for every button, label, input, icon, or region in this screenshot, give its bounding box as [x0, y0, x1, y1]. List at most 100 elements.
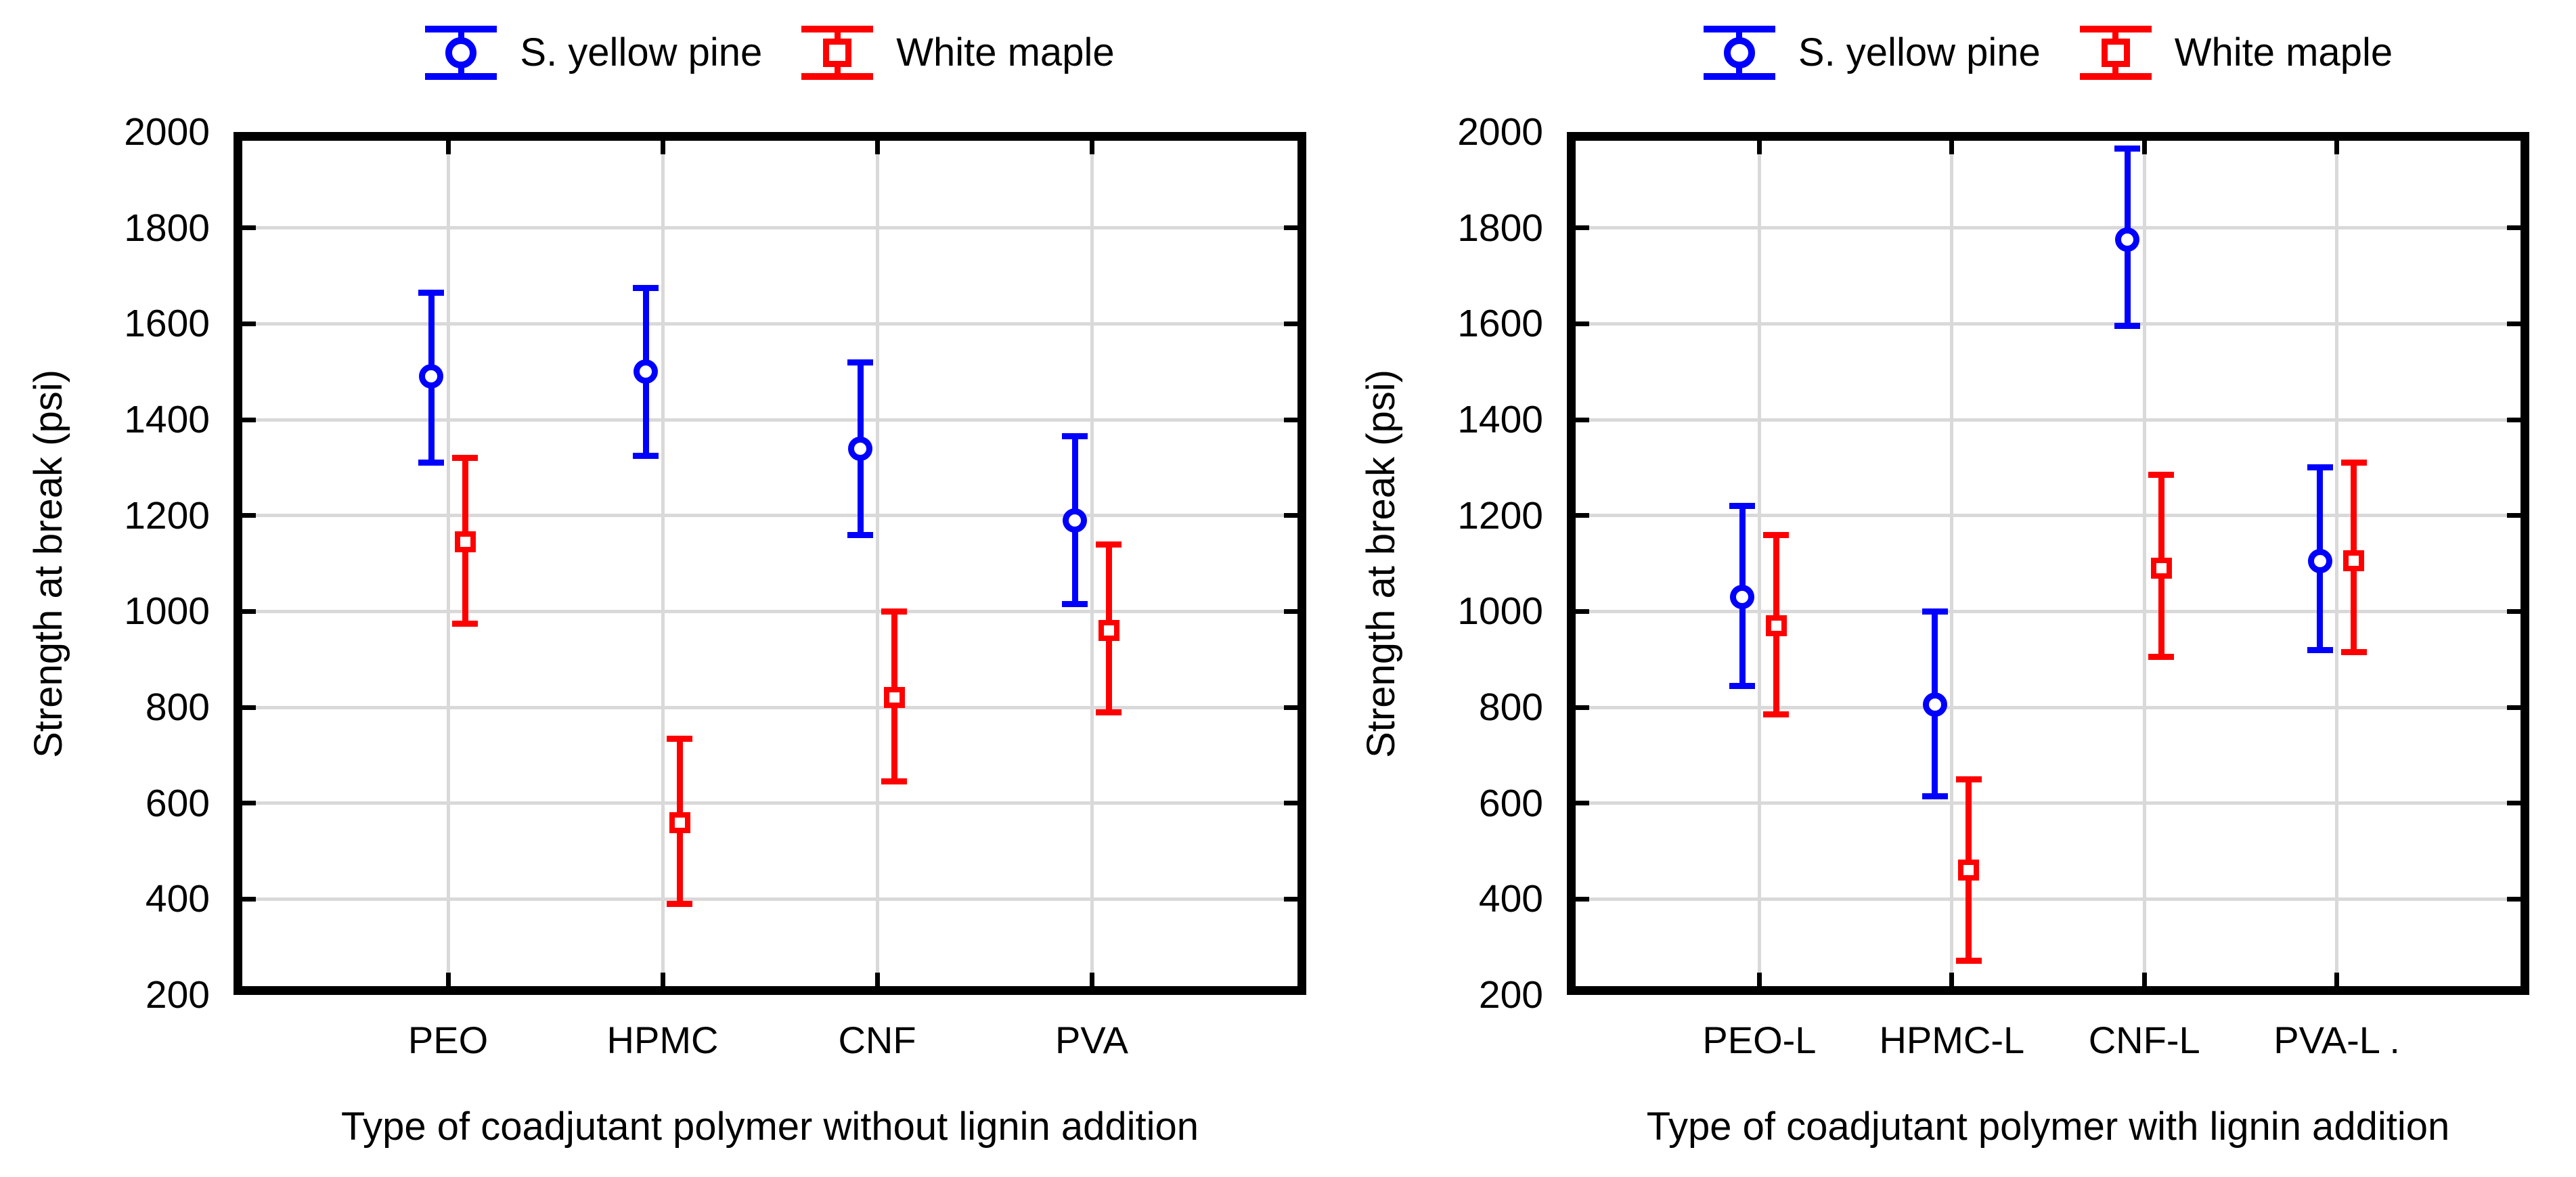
error-bar-cap-bottom-maple-cnf: [881, 778, 907, 785]
legend-item-maple: White maple: [2079, 26, 2393, 80]
legend-symbol-cap-bottom: [1703, 73, 1775, 80]
x-category-label: PEO-L: [1702, 1019, 1817, 1061]
error-bar-cap-bottom-maple-peo: [452, 620, 478, 627]
y-axis-title: Strength at break (psi): [1359, 369, 1403, 758]
x-tick-bottom: [1949, 973, 1955, 986]
marker-square-maple-cnf: [883, 687, 905, 709]
y-tick-left: [242, 801, 256, 806]
y-tick-right: [2507, 801, 2521, 806]
marker-circle-pine-peo: [419, 364, 443, 389]
y-tick-label: 800: [145, 686, 210, 729]
marker-circle-pine-cnf: [848, 436, 872, 461]
y-tick-right: [2507, 513, 2521, 518]
v-gridline: [446, 141, 450, 986]
error-bar-cap-top-maple-pva: [1096, 541, 1122, 548]
error-bar-cap-top-pine-peol: [1729, 503, 1756, 509]
errorbar-square-icon: [801, 26, 874, 80]
y-tick-label: 1600: [1457, 302, 1543, 346]
h-gridline: [1576, 226, 2521, 230]
legend-item-maple: White maple: [801, 26, 1115, 80]
legend: S. yellow pine White maple: [234, 20, 1306, 85]
error-bar-cap-top-maple-cnfl: [2148, 471, 2175, 478]
x-category-label: CNF-L: [2088, 1019, 2200, 1061]
error-bar-cap-top-maple-peo: [452, 455, 478, 462]
y-tick-right: [2507, 321, 2521, 326]
y-tick-right: [2507, 608, 2521, 614]
legend-label: White maple: [2174, 30, 2393, 74]
h-gridline: [242, 418, 1297, 422]
y-tick-label: 1800: [124, 206, 210, 250]
legend-symbol-cap-bottom: [425, 73, 497, 80]
y-tick-label: 1200: [1457, 493, 1543, 537]
y-tick-left: [242, 896, 256, 902]
y-tick-label: 400: [1478, 877, 1543, 921]
h-gridline: [1576, 705, 2521, 709]
error-bar-cap-top-pine-pva: [1062, 433, 1088, 440]
y-tick-left: [1576, 321, 1589, 326]
y-tick-right: [2507, 225, 2521, 231]
x-tick-top: [2141, 141, 2147, 154]
error-bar-cap-top-maple-pval: [2340, 460, 2367, 466]
x-category-label: PVA-L .: [2273, 1019, 2400, 1061]
v-gridline: [875, 141, 879, 986]
v-gridline: [1090, 141, 1094, 986]
error-bar-cap-bottom-pine-hpmcl: [1922, 793, 1948, 799]
y-tick-right: [1284, 705, 1297, 710]
legend-label: S. yellow pine: [1798, 30, 2041, 74]
error-bar-cap-bottom-maple-hpmc: [667, 900, 692, 907]
error-bar-cap-bottom-pine-cnfl: [2114, 323, 2141, 330]
y-tick-left: [242, 513, 256, 518]
plot-frame: [234, 132, 1306, 995]
x-tick-bottom: [874, 973, 880, 986]
marker-square-maple-peol: [1765, 615, 1787, 637]
marker-square-maple-pval: [2343, 550, 2365, 572]
legend-symbol-cap-top: [425, 26, 497, 32]
y-tick-right: [2507, 896, 2521, 902]
y-tick-right: [1284, 513, 1297, 518]
x-tick-bottom: [660, 973, 665, 986]
error-bar-cap-bottom-maple-cnfl: [2148, 654, 2175, 661]
errorbar-circle-icon: [1703, 26, 1775, 80]
h-gridline: [242, 705, 1297, 709]
legend-symbol-cap-bottom: [2079, 73, 2152, 80]
v-gridline: [1950, 141, 1954, 986]
legend: S. yellow pine White maple: [1567, 20, 2529, 85]
x-category-label: HPMC-L: [1879, 1019, 2025, 1061]
legend-item-pine: S. yellow pine: [425, 26, 762, 80]
legend-symbol-cap-top: [2079, 26, 2152, 32]
h-gridline: [1576, 801, 2521, 805]
v-gridline: [2335, 141, 2339, 986]
error-bar-cap-top-maple-hpmc: [667, 735, 692, 742]
y-tick-right: [1284, 321, 1297, 326]
error-bar-cap-bottom-maple-pva: [1096, 709, 1122, 715]
y-tick-left: [1576, 801, 1589, 806]
y-tick-right: [2507, 705, 2521, 710]
x-tick-top: [1756, 141, 1762, 154]
y-tick-label: 1000: [1457, 590, 1543, 634]
y-tick-left: [1576, 608, 1589, 614]
marker-square-maple-cnfl: [2150, 558, 2172, 579]
error-bar-cap-top-pine-hpmc: [633, 284, 659, 291]
error-bar-cap-bottom-maple-hpmcl: [1955, 957, 1982, 964]
h-gridline: [1576, 514, 2521, 518]
h-gridline: [1576, 609, 2521, 613]
h-gridline: [242, 514, 1297, 518]
v-gridline: [2142, 141, 2146, 986]
y-tick-label: 1400: [124, 398, 210, 441]
marker-circle-pine-hpmc: [634, 359, 658, 384]
y-tick-left: [1576, 417, 1589, 422]
y-tick-right: [1284, 801, 1297, 806]
error-bar-cap-bottom-pine-pva: [1062, 601, 1088, 608]
legend-marker-circle: [1723, 37, 1755, 68]
marker-square-maple-hpmcl: [1958, 860, 1980, 881]
marker-square-maple-hpmc: [669, 812, 690, 833]
y-tick-left: [242, 321, 256, 326]
y-tick-right: [1284, 608, 1297, 614]
marker-circle-pine-pva: [1063, 508, 1087, 533]
x-tick-bottom: [1756, 973, 1762, 986]
error-bar-cap-bottom-pine-hpmc: [633, 452, 659, 459]
legend-item-pine: S. yellow pine: [1703, 26, 2041, 80]
y-tick-right: [1284, 417, 1297, 422]
y-tick-left: [1576, 705, 1589, 710]
x-tick-top: [1089, 141, 1094, 154]
